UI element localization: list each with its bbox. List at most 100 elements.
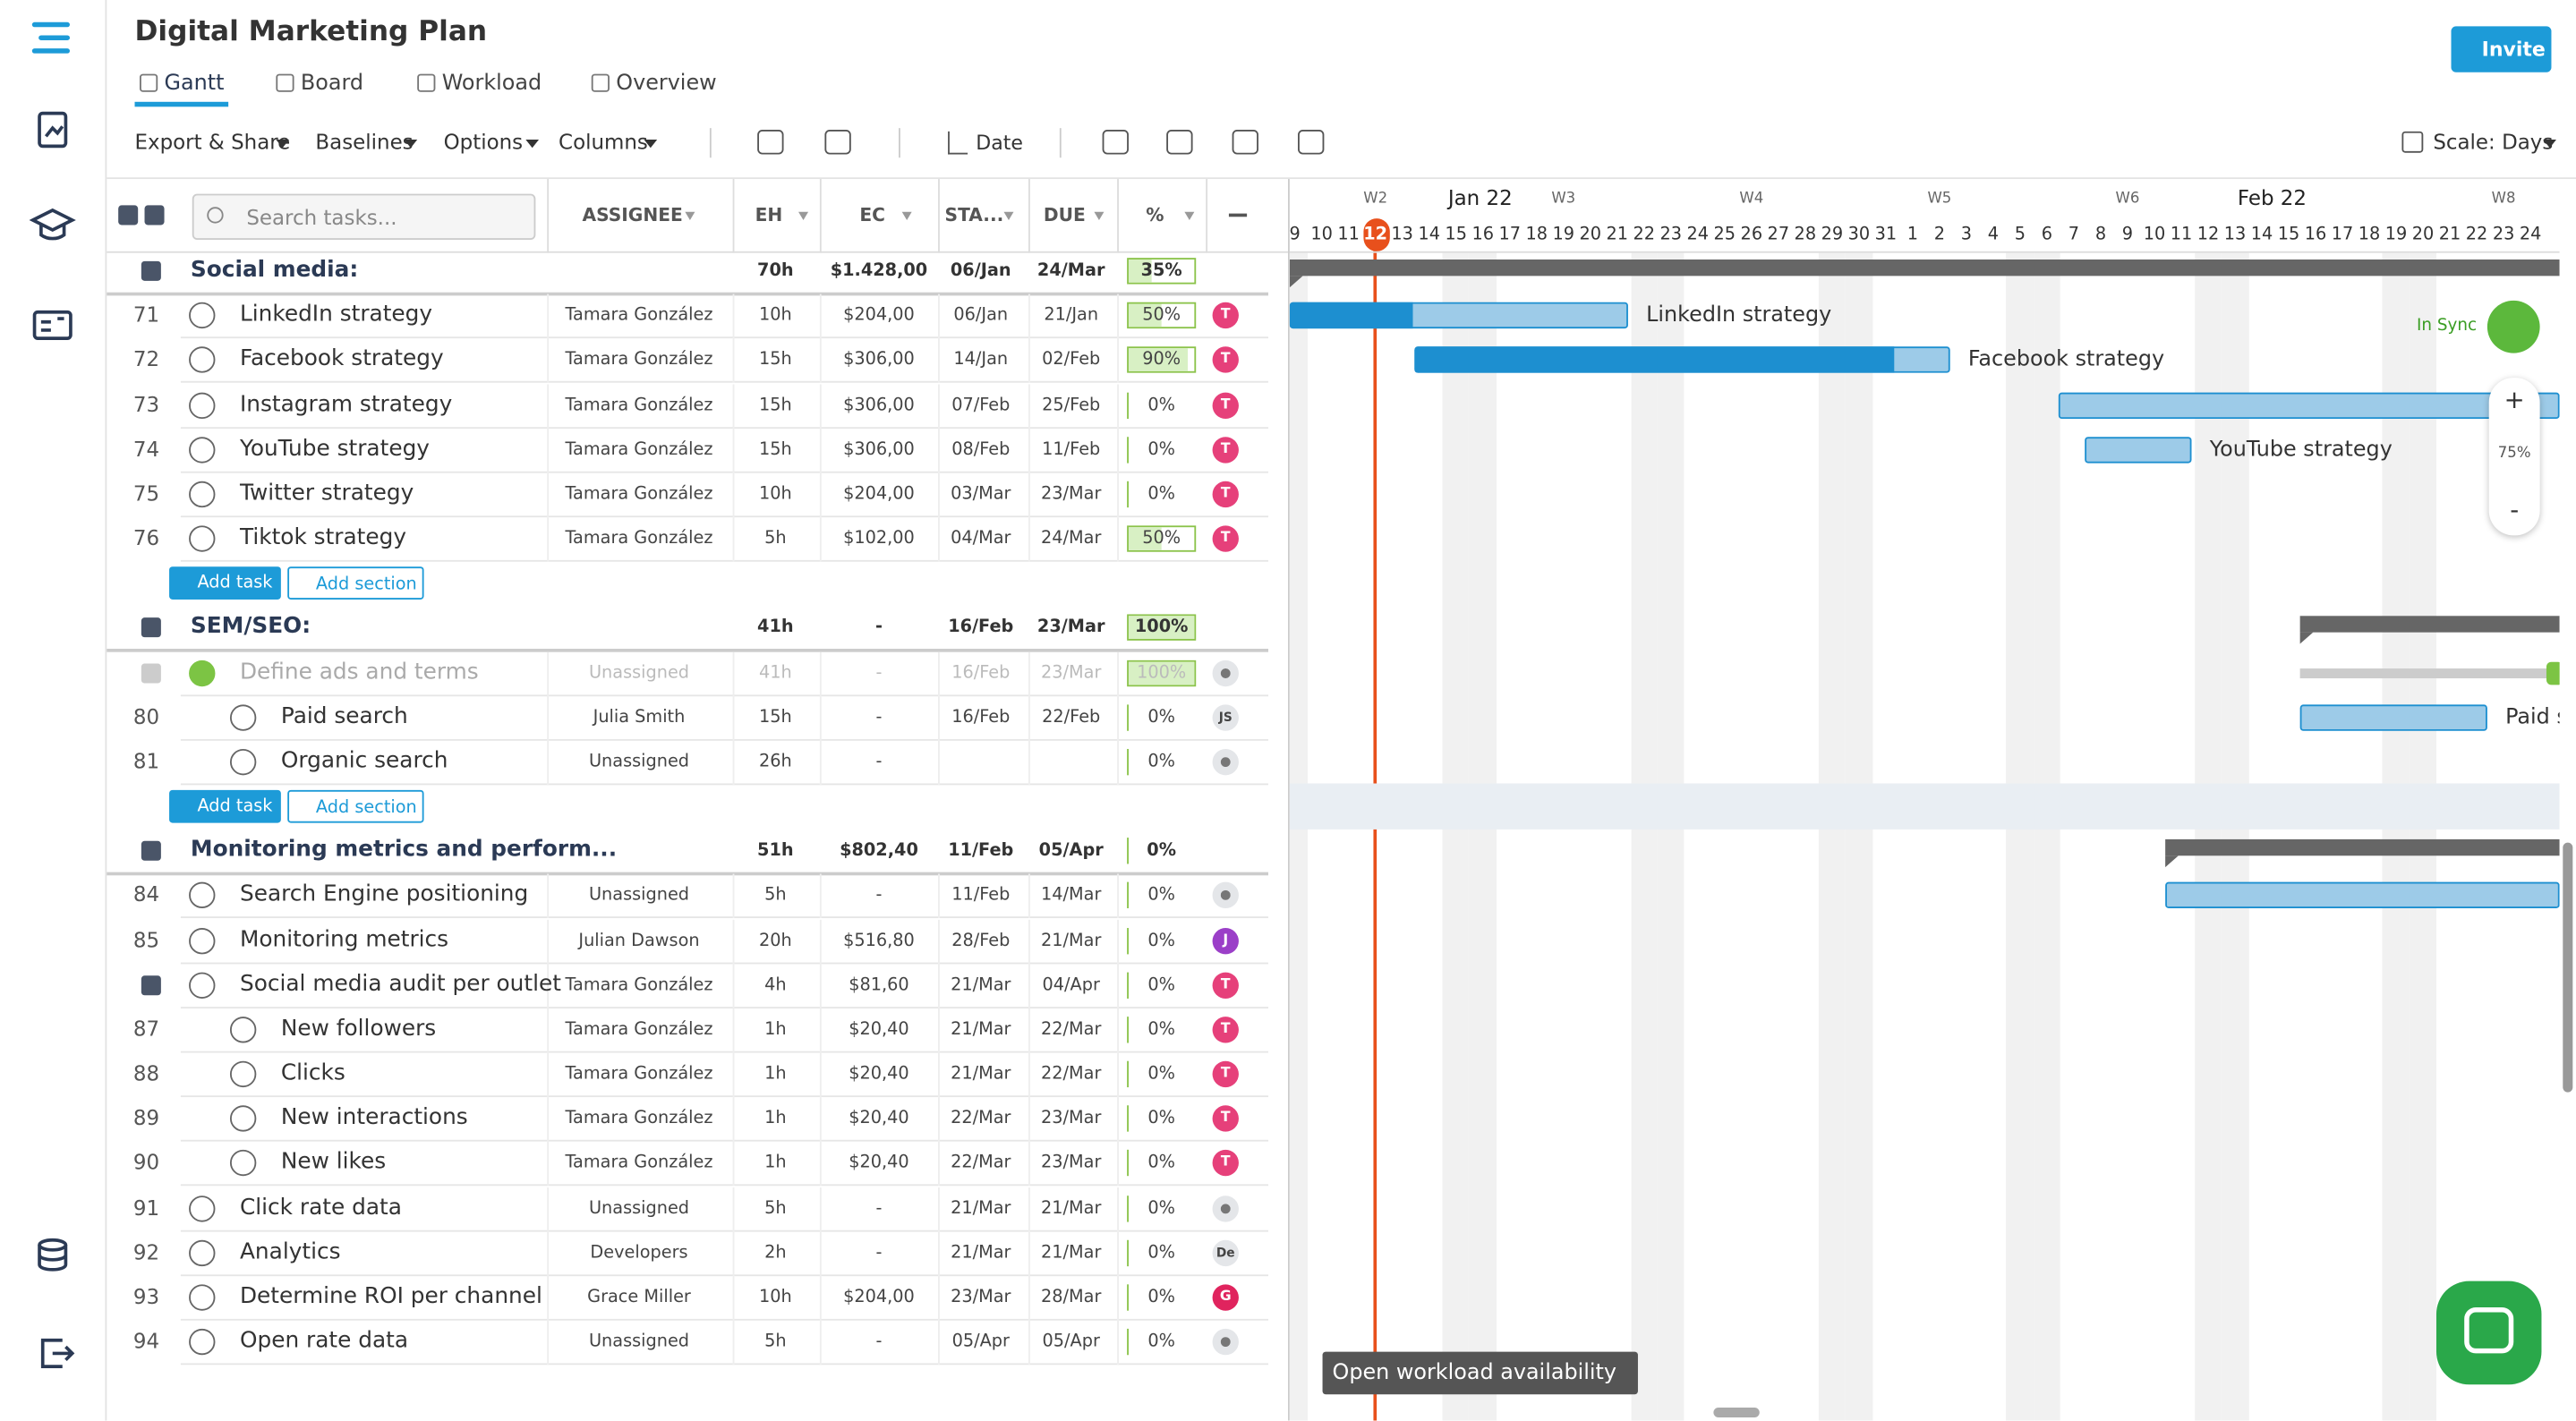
view-tab[interactable]: Gantt (164, 71, 225, 97)
zoom-out[interactable]: - (2510, 495, 2520, 525)
task-name[interactable]: Tiktok strategy (239, 523, 407, 551)
complete-check[interactable] (189, 972, 216, 999)
workload-label[interactable]: Open workload availability (1332, 1360, 1616, 1386)
toolbar-menu[interactable]: Columns (559, 129, 648, 155)
column-header[interactable]: EC (859, 204, 885, 226)
chat-button[interactable] (2435, 1281, 2542, 1385)
complete-check[interactable] (189, 391, 216, 419)
toolbar-menu[interactable]: Baselines (315, 129, 414, 155)
toolbar-icon[interactable] (1232, 130, 1258, 155)
collapse-task[interactable] (141, 662, 161, 683)
complete-check[interactable] (189, 436, 216, 463)
collapse-all[interactable] (144, 205, 165, 225)
column-header[interactable]: ASSIGNEE (582, 204, 683, 226)
complete-check[interactable] (189, 1284, 216, 1311)
task-name[interactable]: New followers (280, 1015, 437, 1042)
task-name[interactable]: Clicks (280, 1059, 345, 1086)
complete-check[interactable] (189, 927, 216, 954)
complete-check[interactable] (229, 703, 257, 731)
add-section-button[interactable]: Add section (287, 566, 424, 600)
task-bar[interactable] (2299, 703, 2487, 731)
task-name[interactable]: Twitter strategy (239, 480, 414, 506)
complete-check[interactable] (189, 1329, 216, 1356)
complete-check[interactable] (189, 659, 216, 686)
task-name[interactable]: New likes (280, 1149, 387, 1176)
complete-check[interactable] (189, 1239, 216, 1266)
h-scrollbar[interactable] (1713, 1407, 1760, 1418)
collapse-task[interactable] (141, 974, 161, 995)
search-box[interactable]: Search tasks... (192, 193, 536, 240)
add-section-label[interactable]: Add section (315, 797, 417, 818)
add-section-label[interactable]: Add section (315, 574, 417, 595)
section-name[interactable]: SEM/SEO: (190, 613, 311, 641)
toolbar-menu[interactable]: Options (443, 129, 524, 155)
collapse-section[interactable] (141, 617, 161, 638)
add-task-label[interactable]: Add task (197, 796, 273, 816)
task-progress (1414, 346, 1895, 374)
complete-check[interactable] (189, 525, 216, 552)
expand-all[interactable] (118, 205, 139, 225)
view-tab[interactable]: Workload (441, 71, 542, 97)
complete-check[interactable] (189, 481, 216, 507)
task-name[interactable]: Click rate data (239, 1194, 402, 1221)
task-name[interactable]: Analytics (239, 1238, 341, 1265)
add-task-label[interactable]: Add task (197, 573, 273, 593)
task-name[interactable]: YouTube strategy (239, 435, 430, 462)
complete-check[interactable] (189, 1195, 216, 1221)
invite-button[interactable]: Invite (2451, 26, 2552, 72)
section-name[interactable]: Monitoring metrics and perform... (190, 837, 618, 864)
task-name[interactable]: LinkedIn strategy (239, 301, 433, 328)
toolbar-menu[interactable]: Export & Share (134, 129, 291, 155)
toolbar-icon[interactable] (1102, 130, 1129, 155)
section-name[interactable]: Social media: (190, 256, 359, 284)
task-name[interactable]: Organic search (280, 747, 448, 774)
task-bar[interactable] (2058, 391, 2560, 419)
column-header[interactable]: DUE (1043, 204, 1086, 226)
toolbar-icon[interactable] (1166, 130, 1193, 155)
task-name[interactable]: Define ads and terms (239, 658, 479, 685)
day-number: 2 (1933, 224, 1946, 245)
add-section-button[interactable]: Add section (287, 789, 424, 823)
task-name[interactable]: Open rate data (239, 1327, 409, 1355)
task-id: 72 (132, 346, 160, 371)
view-tab[interactable]: Overview (616, 71, 717, 97)
task-name[interactable]: Social media audit per outlet (239, 970, 561, 998)
complete-check[interactable] (189, 302, 216, 329)
v-scrollbar[interactable] (2563, 842, 2573, 1093)
complete-check[interactable] (189, 882, 216, 909)
collapse-section[interactable] (141, 260, 161, 281)
column-header[interactable]: % (1146, 204, 1164, 226)
task-name[interactable]: New interactions (280, 1104, 468, 1131)
task-name[interactable]: Facebook strategy (239, 345, 444, 372)
workload-button[interactable]: Open workload availability (1322, 1351, 1638, 1395)
task-bar[interactable] (2165, 882, 2560, 909)
day-number: 8 (2094, 224, 2107, 245)
complete-check[interactable] (229, 748, 257, 776)
task-name[interactable]: Monitoring metrics (239, 925, 449, 953)
task-name[interactable]: Determine ROI per channel (239, 1282, 542, 1310)
complete-check[interactable] (229, 1016, 257, 1043)
task-name[interactable]: Paid search (280, 702, 408, 729)
complete-check[interactable] (229, 1060, 257, 1088)
add-task-button[interactable]: Add task (169, 789, 281, 823)
complete-check[interactable] (189, 346, 216, 374)
task-bar[interactable] (2085, 436, 2192, 463)
complete-check[interactable] (229, 1150, 257, 1177)
complete-check[interactable] (229, 1105, 257, 1133)
sync-button[interactable] (2486, 300, 2540, 353)
zoom-in[interactable]: + (2503, 385, 2525, 415)
collapse-section[interactable] (141, 841, 161, 862)
task-name[interactable]: Instagram strategy (239, 390, 453, 417)
task-name[interactable]: Search Engine positioning (239, 881, 529, 908)
toolbar-icon[interactable] (757, 130, 784, 155)
column-header[interactable]: EH (755, 204, 783, 226)
view-tab[interactable]: Board (300, 71, 364, 97)
sort-by-date[interactable]: Date (976, 131, 1023, 155)
scale-selector[interactable]: Scale: Days (2433, 129, 2554, 155)
column-header[interactable]: STA... (944, 204, 1004, 226)
add-task-button[interactable]: Add task (169, 566, 281, 600)
toolbar-icon[interactable] (1298, 130, 1325, 155)
invite-label[interactable]: Invite (2481, 38, 2546, 61)
progress-cell (1127, 391, 1196, 419)
toolbar-icon[interactable] (824, 130, 851, 155)
